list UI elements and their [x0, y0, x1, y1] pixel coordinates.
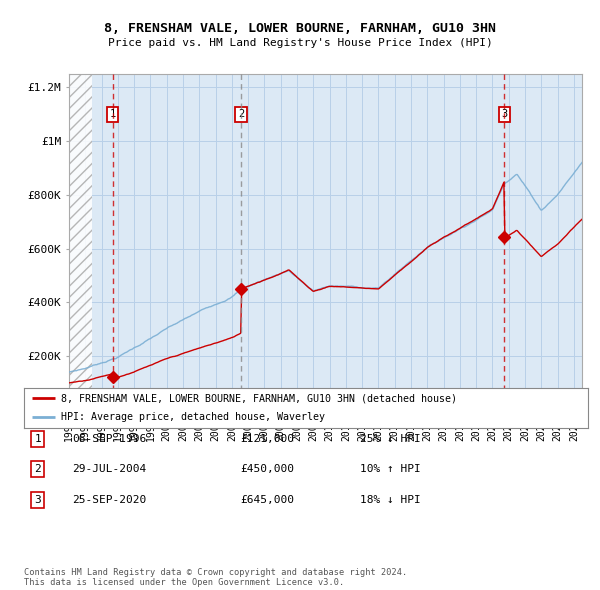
Text: Contains HM Land Registry data © Crown copyright and database right 2024.
This d: Contains HM Land Registry data © Crown c…	[24, 568, 407, 587]
Text: 3: 3	[34, 495, 41, 505]
Text: £121,000: £121,000	[240, 434, 294, 444]
Text: 29-JUL-2004: 29-JUL-2004	[72, 464, 146, 474]
Text: 2: 2	[238, 109, 244, 119]
Text: 8, FRENSHAM VALE, LOWER BOURNE, FARNHAM, GU10 3HN: 8, FRENSHAM VALE, LOWER BOURNE, FARNHAM,…	[104, 22, 496, 35]
Text: 25% ↓ HPI: 25% ↓ HPI	[360, 434, 421, 444]
Text: 10% ↑ HPI: 10% ↑ HPI	[360, 464, 421, 474]
Text: £645,000: £645,000	[240, 495, 294, 505]
Text: Price paid vs. HM Land Registry's House Price Index (HPI): Price paid vs. HM Land Registry's House …	[107, 38, 493, 48]
Text: 25-SEP-2020: 25-SEP-2020	[72, 495, 146, 505]
Text: 3: 3	[501, 109, 508, 119]
Text: 1: 1	[34, 434, 41, 444]
Text: 06-SEP-1996: 06-SEP-1996	[72, 434, 146, 444]
Text: 1: 1	[110, 109, 116, 119]
Text: £450,000: £450,000	[240, 464, 294, 474]
Bar	[69, 74, 92, 410]
Text: 18% ↓ HPI: 18% ↓ HPI	[360, 495, 421, 505]
Text: 2: 2	[34, 464, 41, 474]
Text: 8, FRENSHAM VALE, LOWER BOURNE, FARNHAM, GU10 3HN (detached house): 8, FRENSHAM VALE, LOWER BOURNE, FARNHAM,…	[61, 394, 457, 404]
Text: HPI: Average price, detached house, Waverley: HPI: Average price, detached house, Wave…	[61, 412, 325, 422]
